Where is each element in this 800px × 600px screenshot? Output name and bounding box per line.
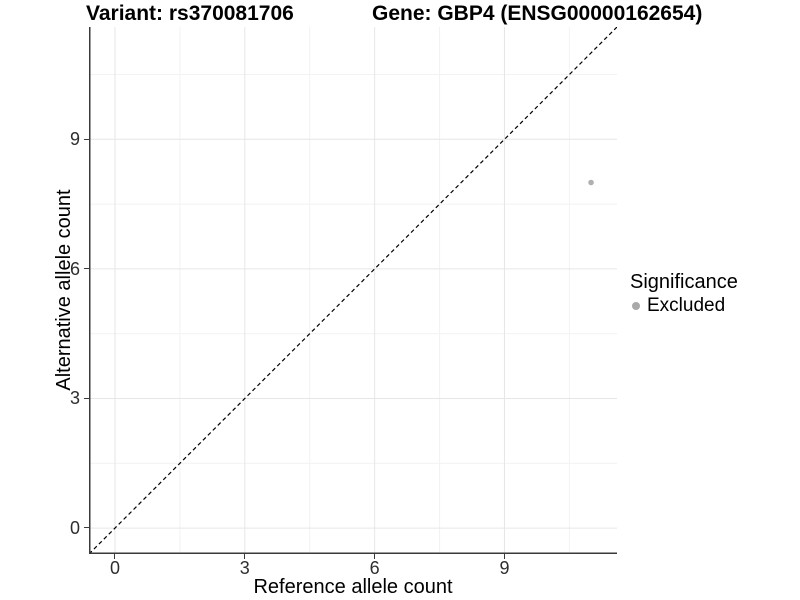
x-tick-label: 6 bbox=[369, 558, 380, 578]
identity-line bbox=[89, 27, 617, 554]
y-tick-label: 0 bbox=[69, 518, 80, 539]
plot-title-variant: Variant: rs370081706 bbox=[86, 2, 294, 25]
y-axis-tick bbox=[84, 268, 89, 270]
y-tick-label: 9 bbox=[69, 129, 80, 150]
legend-entry-excluded: Excluded bbox=[630, 295, 738, 317]
y-tick-label: 6 bbox=[69, 258, 80, 279]
x-axis-tick bbox=[244, 554, 246, 559]
legend-entry-label: Excluded bbox=[647, 295, 726, 316]
x-axis-tick bbox=[373, 554, 375, 559]
y-axis-title: Alternative allele count bbox=[53, 189, 75, 391]
x-axis-tick bbox=[114, 554, 116, 559]
y-axis-tick bbox=[84, 397, 89, 399]
plot-title-gene: Gene: GBP4 (ENSG00000162654) bbox=[372, 2, 703, 25]
y-axis-tick bbox=[84, 138, 89, 140]
y-tick-label: 3 bbox=[69, 388, 80, 409]
x-tick-label: 0 bbox=[109, 558, 120, 578]
y-axis-tick bbox=[84, 527, 89, 529]
legend-point-marker-icon bbox=[632, 302, 640, 310]
x-tick-label: 3 bbox=[239, 558, 250, 578]
legend-title: Significance bbox=[630, 271, 738, 293]
plot-panel bbox=[89, 27, 617, 554]
x-axis-tick bbox=[503, 554, 505, 559]
data-point bbox=[588, 179, 594, 186]
x-axis-title: Reference allele count bbox=[253, 576, 453, 598]
x-tick-label: 9 bbox=[499, 558, 510, 578]
scatter-plot-canvas bbox=[89, 27, 617, 554]
legend: Significance Excluded bbox=[630, 270, 738, 317]
